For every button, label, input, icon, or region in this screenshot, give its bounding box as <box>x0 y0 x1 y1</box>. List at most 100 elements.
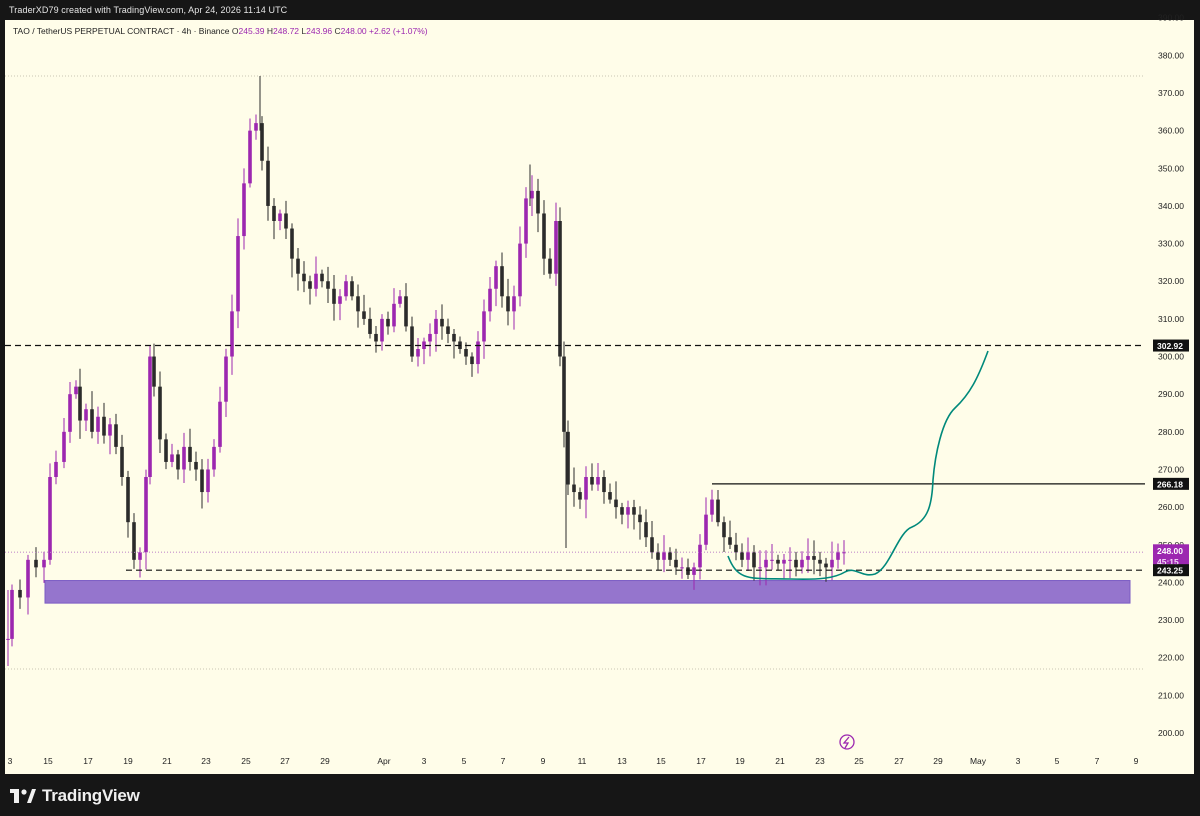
time-axis-tick: 29 <box>933 756 943 766</box>
candle-body <box>812 556 816 560</box>
flash-icon <box>839 734 855 750</box>
candle-body <box>380 318 384 342</box>
close-value: 248.00 <box>340 26 367 36</box>
candle-body <box>434 318 438 334</box>
time-axis-tick: 11 <box>578 756 587 766</box>
candle-body <box>836 552 840 560</box>
candle-body <box>218 401 222 447</box>
candle-body <box>746 552 750 560</box>
low-value: 243.96 <box>306 26 333 36</box>
brand-name: TradingView <box>42 786 140 805</box>
candle-body <box>740 552 744 560</box>
candle-body <box>68 394 72 432</box>
price-label-text: 248.00 <box>1157 546 1183 556</box>
candle-body <box>452 333 456 342</box>
price-axis-tick: 290.00 <box>1158 389 1184 399</box>
candle-body <box>758 567 762 569</box>
candle-body <box>78 386 82 421</box>
candle-body <box>566 431 570 485</box>
price-axis-tick: 320.00 <box>1158 276 1184 286</box>
symbol-name[interactable]: TAO / TetherUS PERPETUAL CONTRACT · 4h ·… <box>13 26 230 36</box>
candle-body <box>476 341 480 365</box>
candle-body <box>42 559 46 568</box>
time-axis-tick: 3 <box>422 756 427 766</box>
candle-body <box>686 567 690 575</box>
price-label-box <box>1153 564 1189 577</box>
price-axis-tick: 340.00 <box>1158 201 1184 211</box>
candle-body <box>620 507 624 515</box>
candle-body <box>266 160 270 206</box>
candle-body <box>10 589 14 639</box>
time-axis-tick: 27 <box>894 756 904 766</box>
candle-body <box>470 356 474 365</box>
candle-body <box>752 552 756 568</box>
candle-body <box>668 552 672 560</box>
close-label: C <box>334 26 341 36</box>
candle-body <box>512 296 516 312</box>
time-axis-tick: 5 <box>1055 756 1060 766</box>
candle-body <box>242 183 246 237</box>
candle-body <box>572 484 576 493</box>
candle-body <box>446 326 450 334</box>
candle-body <box>148 356 152 478</box>
candle-body <box>680 567 684 569</box>
price-axis-tick: 300.00 <box>1158 352 1184 362</box>
symbol-legend: TAO / TetherUS PERPETUAL CONTRACT · 4h ·… <box>13 26 428 36</box>
candle-body <box>176 454 180 470</box>
candle-body <box>650 537 654 553</box>
candle-body <box>102 416 106 436</box>
candle-body <box>278 213 282 222</box>
time-axis-tick: Apr <box>377 756 390 766</box>
price-label-box <box>1153 544 1189 557</box>
candle-body <box>302 273 306 282</box>
time-axis-tick: 21 <box>162 756 172 766</box>
candle-body <box>332 288 336 304</box>
time-axis-tick: 13 <box>617 756 627 766</box>
price-label-text: 302.92 <box>1157 341 1183 351</box>
time-axis-tick: 23 <box>815 756 825 766</box>
price-axis-tick: 360.00 <box>1158 126 1184 136</box>
high-label: H <box>266 26 274 36</box>
candle-body <box>698 544 702 568</box>
tradingview-logo[interactable]: TradingView <box>10 786 140 806</box>
candle-body <box>632 507 636 515</box>
candle-body <box>794 559 798 568</box>
candle-body <box>338 296 342 304</box>
demand-zone <box>44 580 1131 604</box>
candle-body <box>236 236 240 312</box>
candle-body <box>182 446 186 470</box>
candle-body <box>764 559 768 568</box>
candle-body <box>362 311 366 319</box>
candle-body <box>230 311 234 357</box>
time-axis-tick: 23 <box>201 756 211 766</box>
price-axis-tick: 310.00 <box>1158 314 1184 324</box>
time-axis-tick: 3 <box>1016 756 1021 766</box>
price-axis-tick: 350.00 <box>1158 163 1184 173</box>
candle-body <box>398 296 402 304</box>
chart-area[interactable] <box>5 20 1194 774</box>
candle-body <box>602 477 606 493</box>
candle-body <box>562 356 566 432</box>
time-axis-tick: 9 <box>1134 756 1139 766</box>
candle-body <box>34 559 38 568</box>
candle-body <box>734 544 738 553</box>
price-label-text: 243.25 <box>1157 566 1183 576</box>
candle-body <box>114 424 118 447</box>
high-value: 248.72 <box>273 26 300 36</box>
candle-body <box>386 318 390 327</box>
candle-body <box>344 281 348 297</box>
candle-body <box>584 477 588 500</box>
candle-body <box>392 303 396 327</box>
time-axis-tick: 15 <box>656 756 666 766</box>
time-axis-tick: 27 <box>280 756 290 766</box>
candle-body <box>74 386 78 395</box>
candle-body <box>788 559 792 561</box>
candle-body <box>524 198 528 244</box>
low-label: L <box>301 26 307 36</box>
time-axis-tick: 21 <box>775 756 785 766</box>
candle-body <box>518 243 522 297</box>
candle-body <box>830 559 834 568</box>
candle-body <box>608 492 612 500</box>
price-axis-tick: 280.00 <box>1158 427 1184 437</box>
